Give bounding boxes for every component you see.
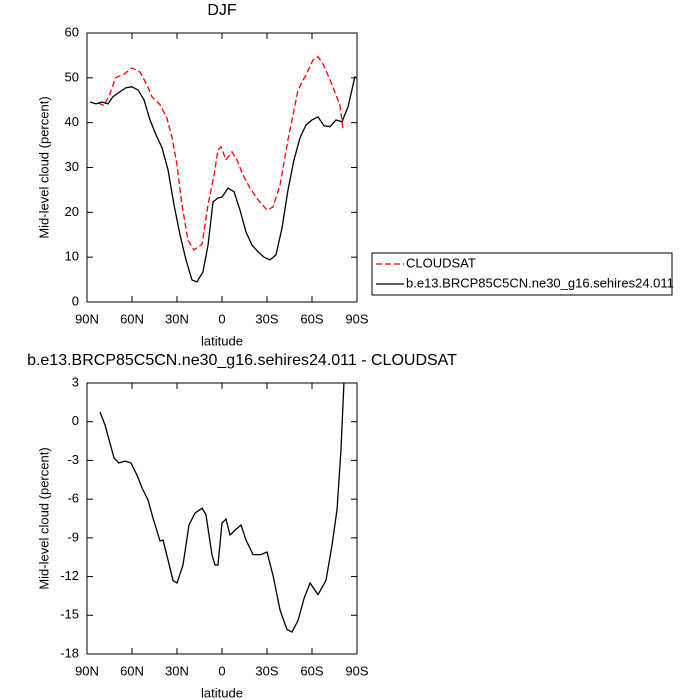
y-tick-label: -3 bbox=[67, 452, 79, 467]
y-tick-label: 40 bbox=[65, 114, 79, 129]
plot-frame bbox=[86, 382, 358, 655]
y-tick-label: -6 bbox=[67, 491, 79, 506]
data-line bbox=[99, 382, 345, 633]
x-tick-label: 30S bbox=[255, 663, 278, 678]
x-tick-label: 0 bbox=[218, 311, 225, 326]
y-axis-label: Mid-level cloud (percent) bbox=[36, 447, 51, 589]
x-tick-label: 90S bbox=[345, 311, 368, 326]
x-tick-label: 60S bbox=[300, 663, 323, 678]
y-tick-label: 60 bbox=[65, 24, 79, 39]
x-tick-label: 90N bbox=[75, 663, 99, 678]
y-tick-label: 0 bbox=[72, 293, 79, 308]
legend-box bbox=[371, 252, 673, 296]
y-tick-label: 10 bbox=[65, 249, 79, 264]
x-tick-label: 30N bbox=[165, 663, 189, 678]
x-tick-label: 60S bbox=[300, 311, 323, 326]
chart-title: b.e13.BRCP85C5CN.ne30_g16.sehires24.011 … bbox=[27, 352, 457, 369]
x-tick-label: 30S bbox=[255, 311, 278, 326]
y-tick-label: 50 bbox=[65, 69, 79, 84]
x-axis-label: latitude bbox=[201, 685, 243, 700]
legend-label: b.e13.BRCP85C5CN.ne30_g16.sehires24.011 bbox=[406, 275, 674, 290]
x-tick-label: 30N bbox=[165, 311, 189, 326]
legend-label: CLOUDSAT bbox=[406, 255, 476, 270]
y-tick-label: -18 bbox=[60, 645, 79, 660]
x-tick-label: 0 bbox=[218, 663, 225, 678]
y-tick-label: -12 bbox=[60, 568, 79, 583]
y-tick-label: 3 bbox=[72, 374, 79, 389]
data-line bbox=[97, 55, 344, 251]
x-tick-label: 60N bbox=[120, 663, 144, 678]
data-line bbox=[89, 75, 356, 283]
y-tick-label: 30 bbox=[65, 159, 79, 174]
y-tick-label: 20 bbox=[65, 204, 79, 219]
x-tick-label: 90S bbox=[345, 663, 368, 678]
x-tick-label: 90N bbox=[75, 311, 99, 326]
x-tick-label: 60N bbox=[120, 311, 144, 326]
x-axis-label: latitude bbox=[201, 333, 243, 348]
y-tick-label: 0 bbox=[72, 413, 79, 428]
y-axis-label: Mid-level cloud (percent) bbox=[36, 96, 51, 238]
chart-title: DJF bbox=[207, 2, 237, 19]
y-tick-label: -15 bbox=[60, 607, 79, 622]
plot-frame bbox=[86, 32, 358, 303]
y-tick-label: -9 bbox=[67, 529, 79, 544]
